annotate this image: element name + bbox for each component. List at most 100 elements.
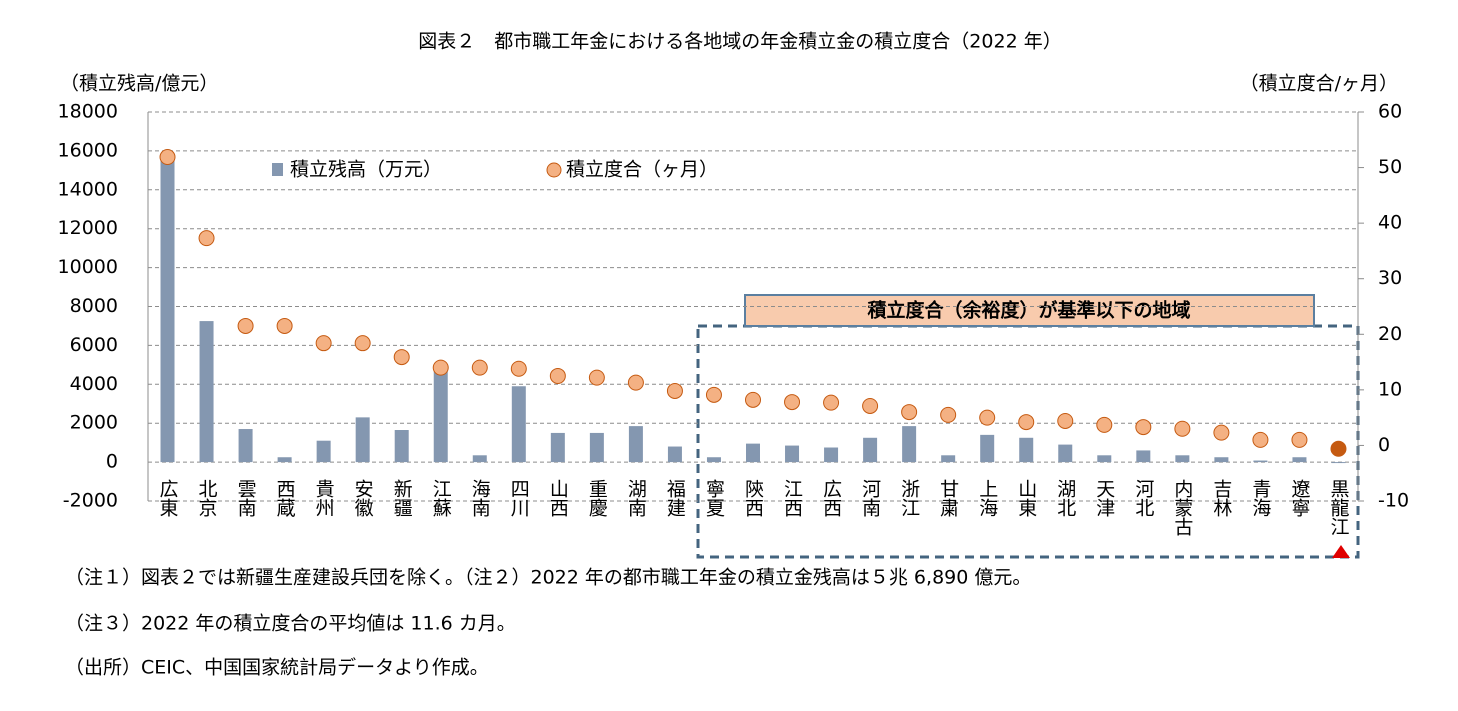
dot [745, 391, 761, 408]
bar [394, 430, 409, 463]
y-tick-label: 18000 [58, 101, 118, 123]
bar [1019, 437, 1034, 463]
marker-triangle [1332, 545, 1350, 558]
dot [1057, 412, 1074, 429]
bar [1253, 460, 1268, 463]
dot [1330, 440, 1347, 457]
x-tick-label: 北京 [196, 479, 218, 518]
dot [198, 230, 215, 247]
note: （注１）図表２では新疆生産建設兵団を除く。（注２）2022 年の都市職工年金の積… [65, 567, 1031, 589]
x-tick-label: 安徽 [352, 479, 374, 517]
dot [471, 359, 488, 376]
dot [627, 374, 644, 391]
dot [901, 404, 918, 421]
dot [1252, 431, 1269, 448]
bar [667, 446, 682, 463]
note: （注３）2022 年の積立度合の平均値は 11.6 カ月。 [65, 613, 516, 635]
y-tick-label: 8000 [70, 295, 118, 317]
bar [824, 447, 839, 463]
bar [1292, 457, 1307, 463]
dot [237, 317, 254, 334]
annotation-box [744, 294, 1315, 327]
bar [628, 426, 643, 463]
x-tick-label: 広東 [157, 479, 179, 517]
bar [1214, 457, 1229, 463]
y-tick-label: 4000 [70, 373, 118, 395]
bar [941, 455, 956, 463]
x-tick-label: 江西 [781, 479, 803, 517]
x-tick-label: 重慶 [586, 479, 608, 517]
x-tick-label: 江蘇 [430, 479, 452, 517]
dot [666, 382, 683, 399]
bar [980, 434, 995, 463]
legend-label: 積立度合（ヶ月） [566, 159, 718, 181]
x-tick-label: 湖北 [1054, 479, 1076, 517]
x-tick-label: 河南 [859, 479, 881, 517]
y2-tick-label: 0 [1378, 434, 1390, 456]
bar [1331, 462, 1346, 464]
dot [432, 359, 449, 376]
x-tick-label: 河北 [1132, 479, 1154, 517]
dot [1135, 419, 1152, 436]
bar [1058, 444, 1073, 463]
dot [979, 409, 996, 426]
bar [706, 457, 721, 463]
dot [393, 349, 410, 366]
bar [355, 417, 370, 463]
bar [902, 426, 917, 463]
x-tick-label: 新疆 [391, 479, 413, 517]
y-tick-label: 10000 [58, 256, 118, 278]
y2-tick-label: -10 [1378, 490, 1409, 512]
dot [940, 406, 957, 423]
dot [823, 394, 840, 411]
y2-tick-label: 10 [1378, 378, 1402, 400]
bar [1136, 450, 1151, 463]
y2-tick-label: 40 [1378, 212, 1402, 234]
dot [549, 367, 566, 384]
y2-tick-label: 50 [1378, 156, 1402, 178]
y-tick-label: 16000 [58, 139, 118, 161]
dot [1018, 414, 1035, 431]
bar [1097, 455, 1112, 463]
y-tick-label: 6000 [70, 334, 118, 356]
x-tick-label: 黒龍江 [1327, 479, 1349, 536]
y-tick-label: 12000 [58, 217, 118, 239]
dot [1213, 424, 1230, 441]
x-tick-label: 山西 [547, 479, 569, 517]
dot [784, 394, 801, 411]
bar [160, 156, 175, 463]
y-tick-label: 14000 [58, 178, 118, 200]
x-tick-label: 四川 [508, 479, 530, 517]
x-tick-label: 海南 [469, 479, 491, 517]
y2-tick-label: 30 [1378, 267, 1402, 289]
dot [1096, 416, 1113, 433]
x-tick-label: 湖南 [625, 479, 647, 517]
bar [785, 445, 800, 463]
bar [472, 455, 487, 463]
bar [863, 437, 878, 463]
bar [277, 457, 292, 463]
note: （出所）CEIC、中国国家統計局データより作成。 [65, 657, 489, 679]
y2-axis-label: （積立度合/ヶ月） [1240, 73, 1398, 95]
x-tick-label: 寧夏 [703, 479, 725, 517]
x-tick-label: 遼寧 [1288, 479, 1310, 518]
x-tick-label: 吉林 [1210, 479, 1232, 517]
bar [238, 429, 253, 463]
dot [276, 317, 293, 334]
legend-swatch [546, 162, 562, 178]
dot [862, 397, 879, 414]
bar [316, 440, 331, 463]
x-tick-label: 貴州 [313, 479, 335, 517]
dot [1291, 431, 1308, 448]
dot [354, 335, 371, 352]
dot [159, 149, 176, 166]
y-tick-label: 2000 [70, 412, 118, 434]
x-tick-label: 雲南 [235, 479, 257, 517]
chart-title: 図表２ 都市職工年金における各地域の年金積立金の積立度合（2022 年） [418, 31, 1061, 53]
y2-tick-label: 60 [1378, 101, 1402, 123]
dot [1174, 420, 1191, 437]
bar [511, 386, 526, 463]
x-tick-label: 西蔵 [274, 479, 296, 517]
dot [510, 360, 527, 377]
